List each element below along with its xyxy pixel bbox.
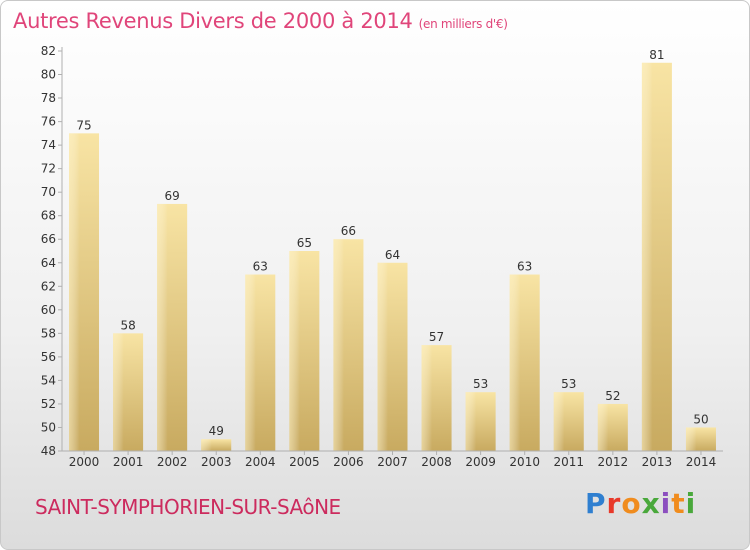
data-label: 58 bbox=[120, 318, 135, 332]
data-label: 52 bbox=[605, 389, 620, 403]
bar-highlight bbox=[553, 392, 584, 451]
data-label: 65 bbox=[297, 236, 312, 250]
x-tick-label: 2005 bbox=[289, 455, 320, 469]
data-label: 63 bbox=[517, 260, 532, 274]
y-tick-label: 80 bbox=[41, 68, 56, 82]
x-tick-label: 2002 bbox=[157, 455, 188, 469]
logo-letter: x bbox=[641, 487, 661, 520]
data-label: 69 bbox=[165, 189, 180, 203]
x-tick-label: 2011 bbox=[553, 455, 584, 469]
data-label: 57 bbox=[429, 330, 444, 344]
chart-title-text: Autres Revenus Divers de 2000 à 2014 bbox=[13, 9, 413, 33]
bar-highlight bbox=[509, 274, 540, 451]
bar-highlight bbox=[465, 392, 496, 451]
y-tick-label: 78 bbox=[41, 91, 56, 105]
data-label: 50 bbox=[693, 412, 708, 426]
x-tick-label: 2014 bbox=[686, 455, 717, 469]
bar-highlight bbox=[157, 203, 188, 451]
bar-highlight bbox=[201, 439, 232, 451]
y-tick-label: 74 bbox=[41, 138, 56, 152]
logo-letter: P bbox=[585, 487, 607, 520]
bar-highlight bbox=[69, 133, 100, 451]
data-label: 63 bbox=[253, 260, 268, 274]
x-tick-label: 2013 bbox=[642, 455, 673, 469]
x-tick-label: 2007 bbox=[377, 455, 408, 469]
logo-letter: o bbox=[621, 487, 642, 520]
data-label: 75 bbox=[76, 118, 91, 132]
logo-letter: r bbox=[606, 487, 622, 520]
bar-highlight bbox=[377, 262, 408, 451]
x-tick-label: 2010 bbox=[509, 455, 540, 469]
y-tick-label: 66 bbox=[41, 232, 56, 246]
bar-highlight bbox=[421, 345, 452, 451]
y-tick-label: 76 bbox=[41, 115, 56, 129]
bar-highlight bbox=[245, 274, 276, 451]
y-tick-label: 72 bbox=[41, 162, 56, 176]
commune-name: SAINT-SYMPHORIEN-SUR-SAôNE bbox=[35, 495, 341, 519]
chart-title: Autres Revenus Divers de 2000 à 2014 (en … bbox=[13, 9, 508, 33]
bar-highlight bbox=[641, 62, 672, 451]
data-label: 66 bbox=[341, 224, 356, 238]
data-label: 53 bbox=[473, 377, 488, 391]
x-tick-label: 2000 bbox=[69, 455, 100, 469]
x-tick-label: 2008 bbox=[421, 455, 452, 469]
data-label: 81 bbox=[649, 48, 664, 62]
x-tick-label: 2006 bbox=[333, 455, 364, 469]
logo-letter: t bbox=[671, 487, 686, 520]
bars-group bbox=[69, 62, 716, 451]
y-tick-label: 64 bbox=[41, 256, 56, 270]
y-tick-label: 68 bbox=[41, 209, 56, 223]
y-tick-label: 54 bbox=[41, 373, 56, 387]
x-tick-label: 2003 bbox=[201, 455, 232, 469]
labels-group: 2000 75 2001 58 2002 69 2003 49 2004 63 2005 65 2006… bbox=[69, 48, 716, 469]
bar-highlight bbox=[685, 427, 716, 451]
y-tick-label: 50 bbox=[41, 420, 56, 434]
y-tick-label: 82 bbox=[41, 44, 56, 58]
y-tick-label: 60 bbox=[41, 303, 56, 317]
x-tick-label: 2004 bbox=[245, 455, 276, 469]
y-tick-label: 48 bbox=[41, 444, 56, 458]
bar-highlight bbox=[289, 251, 320, 451]
y-tick-label: 52 bbox=[41, 397, 56, 411]
x-tick-label: 2001 bbox=[113, 455, 144, 469]
proxiti-logo: Proxiti bbox=[585, 487, 696, 520]
bar-highlight bbox=[333, 239, 364, 451]
bar-highlight bbox=[597, 403, 628, 451]
chart-subtitle: (en milliers d'€) bbox=[418, 17, 508, 31]
logo-letter: i bbox=[660, 487, 672, 520]
axes-group: 48 50 52 54 56 58 60 62 64 66 68 70 72 74 76 78 80 82 bbox=[41, 44, 723, 458]
y-tick-label: 62 bbox=[41, 279, 56, 293]
data-label: 64 bbox=[385, 248, 400, 262]
x-tick-label: 2009 bbox=[465, 455, 496, 469]
y-tick-label: 56 bbox=[41, 350, 56, 364]
y-tick-label: 70 bbox=[41, 185, 56, 199]
data-label: 53 bbox=[561, 377, 576, 391]
x-tick-label: 2012 bbox=[598, 455, 629, 469]
data-label: 49 bbox=[209, 424, 224, 438]
bar-highlight bbox=[113, 333, 144, 451]
y-tick-label: 58 bbox=[41, 326, 56, 340]
logo-letter: i bbox=[685, 487, 697, 520]
